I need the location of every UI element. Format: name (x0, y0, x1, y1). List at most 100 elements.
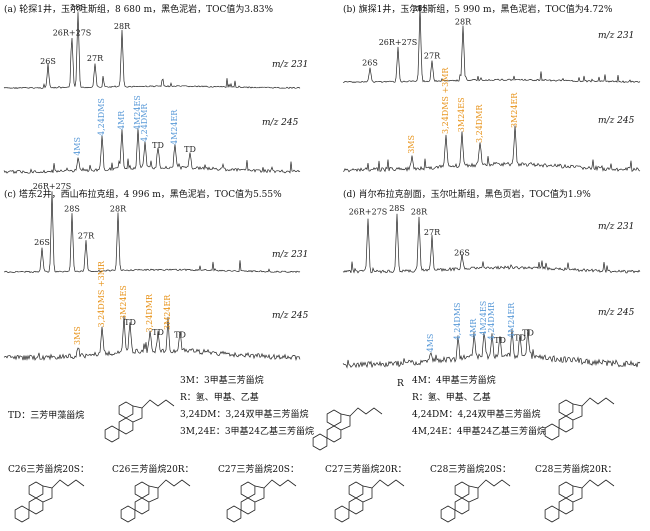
structure-legend-far-right-ring-b (558, 415, 574, 433)
structure-4-ring-c (348, 481, 364, 499)
structure-1-ring-c (28, 481, 44, 499)
panel-c-peak-245-7: TD (174, 331, 186, 340)
panel-b-peak-245-0: 3MS (407, 135, 416, 154)
panel-a-peak-231-0: 26S (40, 57, 56, 66)
structure-caption-2: C26三芳甾烷20R： (112, 465, 194, 475)
structure-5-ring-c (454, 481, 470, 499)
panel-d-peak-231-4: 26S (454, 248, 470, 257)
panel-d-peak-245-6: TD (494, 336, 506, 345)
structure-legend-far-right-ring-d (572, 403, 583, 421)
structure-4-side-chain (371, 479, 405, 489)
structure-5-side-chain (477, 479, 511, 489)
panel-c-peak-231-1: 26R+27S (33, 182, 72, 191)
panel-a-peak-245-0: 4MS (73, 137, 82, 156)
structure-4-ring-a (334, 505, 350, 523)
panel-a-peak-245-1: 4,24DMS (97, 98, 106, 136)
panel-d-peak-231-3: 27R (424, 228, 441, 237)
panel-c-peak-245-4: 3,24DMR (145, 293, 154, 332)
panel-d-peak-245-1: 4,24DMS (453, 302, 462, 340)
panel-b-peak-245-4: 3M24ER (510, 92, 519, 128)
panel-a-peak-245-4: 4,24DMR (140, 103, 149, 142)
panel-b-mz245: m/z 245 (598, 116, 635, 126)
panel-a-peak-245-5: TD (152, 141, 164, 150)
structure-caption-3: C27三芳甾烷20S： (218, 465, 299, 475)
panel-d-title: (d) 肖尔布拉克剖面，玉尔吐斯组，黑色页岩，TOC值为1.9% (343, 190, 591, 200)
legend-left-4: 3M,24E：3甲基24乙基三芳甾烷 (180, 427, 315, 437)
legend-right-1: 4M：4甲基三芳甾烷 (412, 376, 496, 386)
panel-c-peak-245-2: 3M24ES (119, 285, 128, 320)
panel-c-peak-245-5: TD (152, 328, 164, 337)
legend-td: TD：三芳甲藻甾烷 (8, 411, 85, 421)
panel-a-peak-245-3: 4M24ES (133, 95, 142, 130)
legend-right-r-label: R (397, 379, 404, 389)
panel-c-trace-245 (3, 315, 301, 361)
structure-legend-left-ring-c (118, 401, 134, 419)
panel-c-mz231: m/z 231 (272, 250, 309, 260)
panel-d-peak-231-0: 26R+27S (349, 208, 388, 217)
panel-b-trace-231 (342, 5, 641, 84)
panel-d-mz245: m/z 245 (598, 308, 635, 318)
panel-a-mz245: m/z 245 (262, 118, 299, 128)
panel-b-peak-231-4: 28R (455, 18, 472, 27)
panel-b-peak-231-3: 27R (424, 52, 441, 61)
structure-1-ring-a (14, 505, 30, 523)
panel-d-peak-245-8: TD (522, 329, 534, 338)
structure-legend-far-right-ring-a (544, 423, 560, 441)
structure-legend-left-ring-a (104, 425, 120, 443)
panel-d-peak-231-1: 28S (389, 204, 405, 213)
structure-2-ring-d (148, 485, 159, 503)
structure-6-ring-d (572, 485, 583, 503)
panel-c-peak-231-0: 26S (34, 238, 50, 247)
panel-c-title: (c) 塔东2井，西山布拉克组，4 996 m，黑色泥岩，TOC值为5.55% (4, 190, 282, 200)
legend-right-4: 4M,24E：4甲基24乙基三芳甾烷 (412, 427, 547, 437)
panel-c-peak-245-0: 3MS (73, 326, 82, 345)
panel-d-peak-245-0: 4MS (426, 334, 435, 353)
panel-d-peak-245-3: 4M24ES (479, 301, 488, 336)
panel-a-peak-231-4: 28R (114, 22, 131, 31)
panel-b-peak-231-1: 26R+27S (379, 38, 418, 47)
panel-a-title: (a) 轮探1井，玉尔吐斯组，8 680 m，黑色泥岩，TOC值为3.83% (4, 5, 273, 15)
structure-5-ring-d (468, 485, 479, 503)
structure-legend-far-right-side-chain (581, 397, 615, 407)
structure-3-ring-d (254, 485, 265, 503)
panel-b-title: (b) 旗探1井，玉尔吐斯组，5 990 m，黑色泥岩，TOC值为4.72% (343, 5, 613, 15)
structure-6-ring-a (544, 505, 560, 523)
structure-legend-right-ring-d (340, 413, 351, 431)
structure-1-side-chain (51, 479, 85, 489)
structure-legend-right-side-chain (349, 407, 383, 417)
panel-a-peak-231-1: 26R+27S (53, 29, 92, 38)
legend-right-3: 4,24DM：4,24双甲基三芳甾烷 (412, 410, 541, 420)
panel-d-trace-245 (342, 328, 641, 369)
structure-1-ring-d (42, 485, 53, 503)
structure-caption-6: C28三芳甾烷20R： (535, 465, 617, 475)
panel-c-peak-231-3: 27R (78, 232, 95, 241)
structure-caption-5: C28三芳甾烷20S： (430, 465, 511, 475)
panel-a-peak-245-7: TD (184, 145, 196, 154)
panel-a-mz231: m/z 231 (272, 60, 309, 70)
structure-5-ring-b (454, 497, 470, 515)
panel-c-peak-231-2: 28S (64, 204, 80, 213)
structure-6-ring-c (558, 481, 574, 499)
structure-legend-left-ring-b (118, 417, 134, 435)
panel-b-peak-245-3: 3,24DMR (475, 104, 484, 143)
panel-c-peak-245-1: 3,24DMS +3MR (97, 260, 106, 327)
panel-c-peak-245-6: 3M24ER (163, 294, 172, 330)
panel-d-peak-245-7: TD (514, 333, 526, 342)
panel-d-peak-245-5: 4M24ER (507, 302, 516, 338)
structure-legend-far-right-ring-c (558, 399, 574, 417)
structure-6-side-chain (581, 479, 615, 489)
panel-a-trace-231 (3, 12, 301, 89)
panel-d-peak-245-2: 4MR (469, 318, 478, 338)
structure-legend-right-ring-b (326, 425, 342, 443)
structure-2-ring-b (134, 497, 150, 515)
structure-legend-left-side-chain (141, 399, 175, 409)
panel-a-peak-231-2: 28S (70, 3, 86, 12)
panel-a-trace-245 (3, 128, 301, 174)
panel-c-trace-231 (3, 191, 301, 274)
panel-d-mz231: m/z 231 (598, 222, 635, 232)
legend-left-3: 3,24DM：3,24双甲基三芳甾烷 (180, 410, 309, 420)
structure-legend-right-ring-a (312, 433, 328, 451)
panel-a-peak-231-3: 27R (87, 54, 104, 63)
structure-3-side-chain (263, 479, 297, 489)
